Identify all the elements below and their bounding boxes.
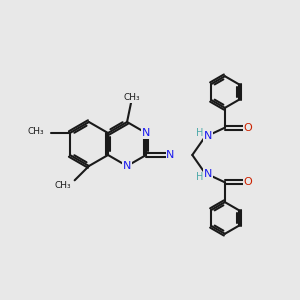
Text: N: N	[204, 131, 212, 141]
Text: O: O	[243, 177, 252, 187]
Text: N: N	[123, 161, 131, 171]
Text: CH₃: CH₃	[124, 93, 140, 102]
Text: CH₃: CH₃	[28, 128, 44, 136]
Text: N: N	[142, 128, 150, 138]
Text: N: N	[204, 169, 212, 179]
Text: CH₃: CH₃	[54, 181, 70, 190]
Text: H: H	[196, 172, 204, 182]
Text: O: O	[243, 123, 252, 133]
Text: N: N	[166, 150, 175, 160]
Text: H: H	[196, 128, 204, 138]
